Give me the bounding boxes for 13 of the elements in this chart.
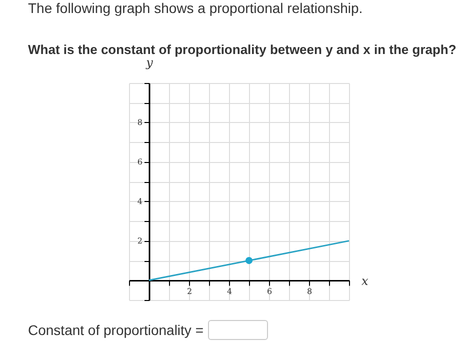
- x-axis-title: x: [362, 274, 368, 288]
- x-tick-label: 4: [226, 286, 232, 296]
- x-tick-label: 2: [186, 286, 192, 296]
- x-tick-label: 8: [306, 286, 312, 296]
- y-tick-label: 2: [137, 236, 142, 246]
- y-tick-label: 6: [137, 157, 142, 166]
- text: Constant of proportionality =: [28, 322, 204, 338]
- chart-subtitle: What is the constant of proportionality between y and x in the graph?: [28, 42, 456, 57]
- y-tick-label: 8: [137, 118, 142, 127]
- y-tick-label: 4: [137, 196, 142, 206]
- chart-title: The following graph shows a proportional relationship.: [28, 0, 363, 16]
- x-tick-label: 6: [266, 286, 272, 296]
- y-axis-title: y: [145, 56, 154, 70]
